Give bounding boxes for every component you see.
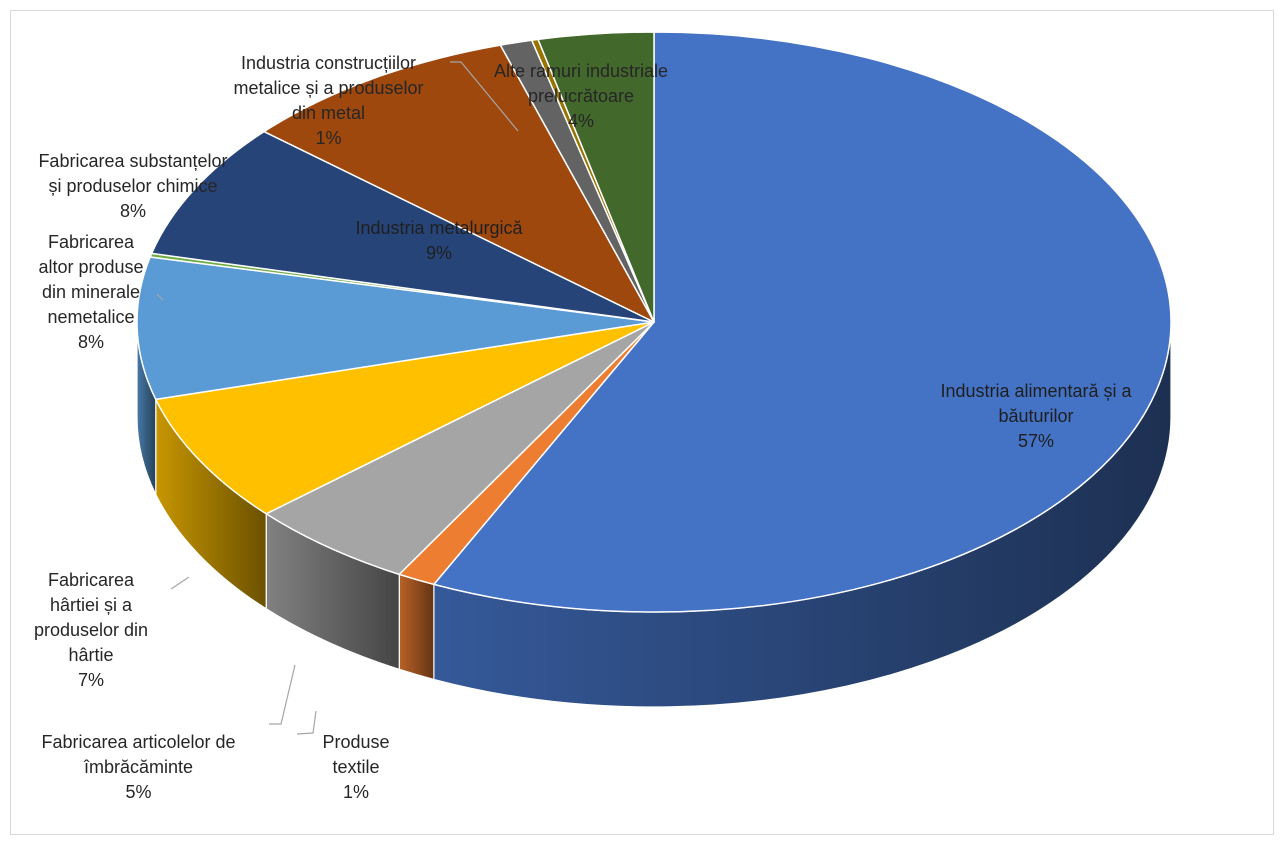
slice-10-top [537, 31, 655, 323]
leader-metal-constructions [450, 61, 519, 132]
slice-0-top [433, 31, 1172, 613]
slice-label-non-metallic-minerals: Fabricarea altor produse din minerale ne… [38, 232, 144, 352]
leader-textiles [296, 710, 317, 735]
slice-6-top [150, 130, 655, 323]
slice-label-paper: Fabricarea hârtiei și a produselor din h… [33, 570, 149, 690]
slice-label-clothing: Fabricarea articolelor de îmbrăcăminte 5% [41, 732, 236, 802]
leader-clothing [269, 664, 296, 725]
leader-lines [156, 61, 519, 735]
pie-chart [136, 31, 1172, 735]
slice-1-side [398, 573, 435, 681]
slice-2-top [265, 321, 655, 576]
chart-frame: Industria alimentară și a băuturilor 57% … [10, 10, 1274, 835]
slice-label-textiles: Produse textile 1% [322, 732, 390, 802]
slice-label-other-manufacturing: Alte ramuri industriale prelucrătoare 4% [493, 61, 669, 131]
slice-label-metallurgy: Industria metalurgică 9% [355, 218, 523, 263]
leader-paper [170, 576, 190, 590]
slice-7-top [263, 44, 655, 323]
slice-label-metal-constructions: Industria construcțiilor metalice și a p… [233, 53, 424, 148]
slice-label-food-beverages: Industria alimentară și a băuturilor 57% [940, 381, 1132, 451]
slice-3-top [155, 321, 655, 515]
slice-label-chemicals: Fabricarea substanțelor și produselor ch… [38, 151, 228, 221]
slice-4-top [136, 256, 655, 401]
pie-top-faces [136, 31, 1172, 613]
leader-non-metallic [156, 293, 164, 301]
